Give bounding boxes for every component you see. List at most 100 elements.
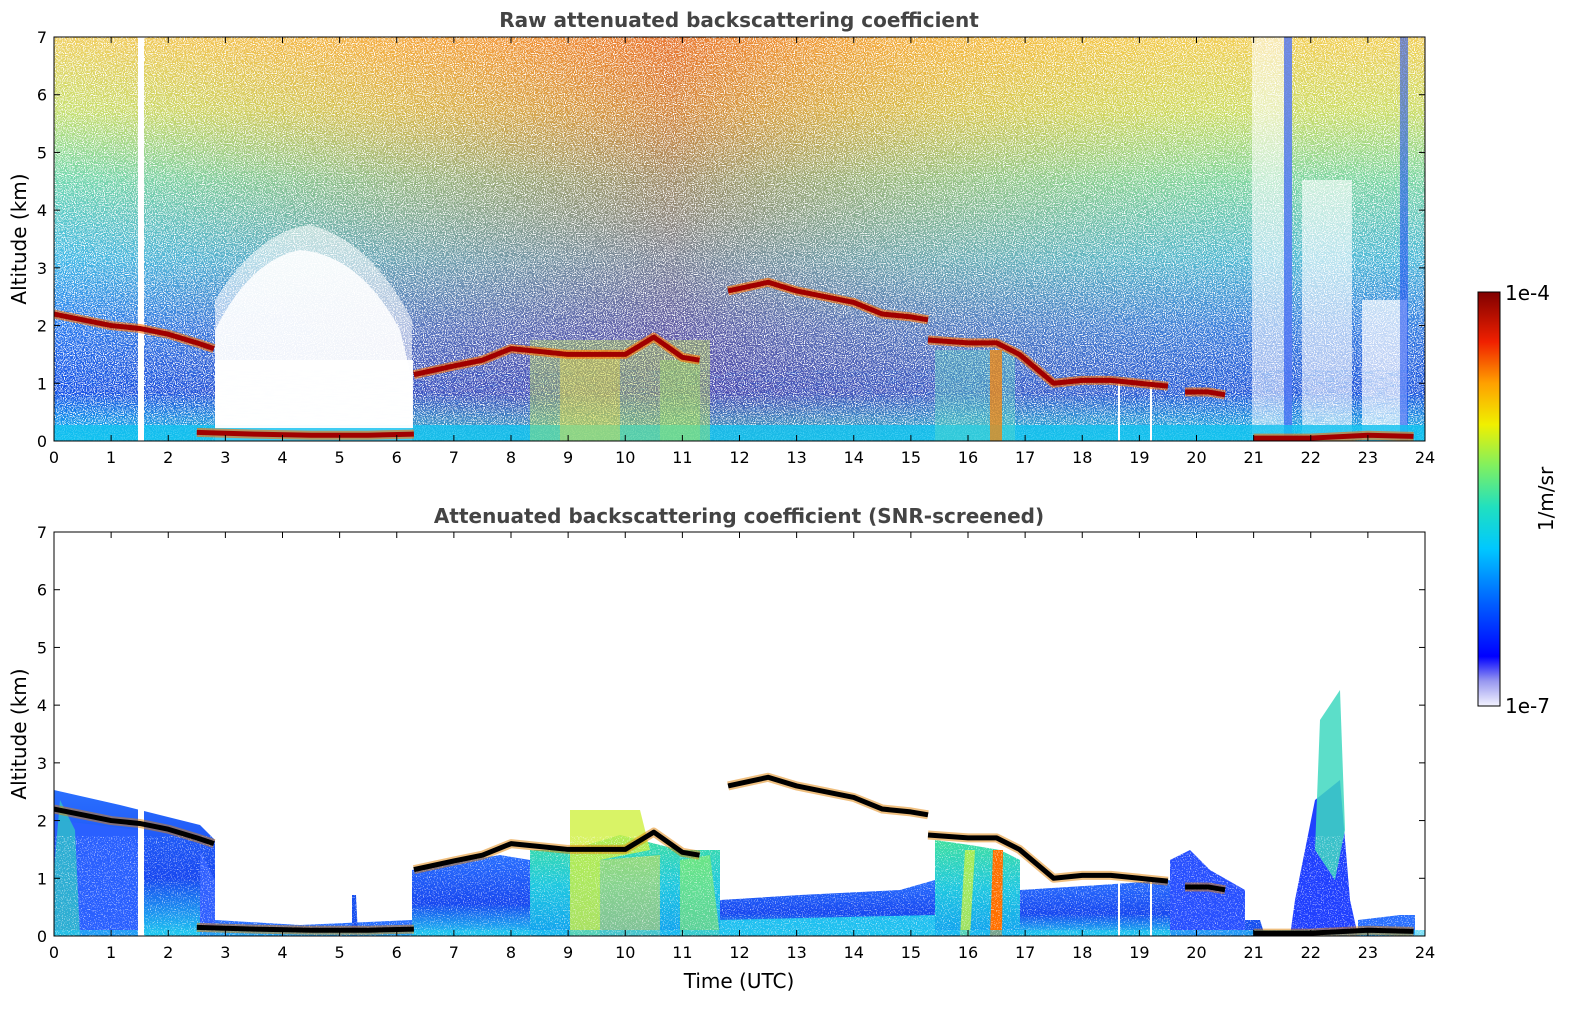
screened-cloud-layers [54, 772, 1414, 936]
screened-x-tick-label: 6 [392, 943, 402, 962]
screened-cloud-layer [1253, 927, 1414, 936]
screened-x-tick-label: 22 [1301, 943, 1321, 962]
screened-x-tick-label: 16 [958, 943, 978, 962]
screened-cloud-layer [54, 806, 215, 847]
raw-cloud-layers [54, 277, 1414, 441]
raw-y-axis-label: Altitude (km) [7, 173, 31, 304]
raw-cloud-layer [1185, 389, 1226, 398]
raw-x-tick-label: 3 [220, 448, 230, 467]
raw-x-tick-label: 12 [729, 448, 749, 467]
screened-cloud-layer [1185, 884, 1226, 893]
raw-panel: Raw attenuated backscattering coefficien… [7, 8, 1435, 467]
screened-y-tick-label: 7 [37, 523, 47, 542]
screened-y-axis-label: Altitude (km) [7, 668, 31, 799]
screened-heatmap [54, 532, 1425, 936]
raw-x-tick-label: 14 [844, 448, 864, 467]
screened-x-tick-label: 17 [1015, 943, 1035, 962]
screened-x-tick-label: 8 [506, 943, 516, 962]
screened-x-tick-label: 2 [163, 943, 173, 962]
screened-cloud-layer [927, 832, 1169, 884]
screened-y-tick-label: 5 [37, 638, 47, 657]
screened-x-tick-label: 19 [1129, 943, 1149, 962]
raw-x-tick-label: 21 [1243, 448, 1263, 467]
raw-x-axis: 0 1 2 3 4 5 6 7 8 9 10 11 12 13 14 15 16 17 18 19 20 21 22 23 24 [49, 37, 1435, 467]
colorbar-unit-label: 1/m/sr [1534, 466, 1558, 531]
screened-x-tick-label: 5 [335, 943, 345, 962]
screened-y-tick-label: 6 [37, 581, 47, 600]
raw-y-tick-label: 0 [37, 432, 47, 451]
raw-x-tick-label: 17 [1015, 448, 1035, 467]
raw-heatmap [54, 37, 1425, 441]
screened-cloud-layer [413, 829, 700, 873]
screened-x-tick-label: 4 [277, 943, 287, 962]
screened-y-tick-label: 3 [37, 754, 47, 773]
raw-x-tick-label: 13 [786, 448, 806, 467]
raw-x-tick-label: 8 [506, 448, 516, 467]
raw-panel-title: Raw attenuated backscattering coefficien… [499, 8, 979, 32]
raw-x-tick-label: 16 [958, 448, 978, 467]
raw-y-tick-label: 3 [37, 259, 47, 278]
raw-y-tick-label: 4 [37, 201, 47, 220]
screened-y-tick-label: 1 [37, 869, 47, 888]
raw-x-tick-label: 7 [449, 448, 459, 467]
raw-y-tick-label: 2 [37, 317, 47, 336]
screened-x-tick-label: 10 [615, 943, 635, 962]
screened-x-tick-label: 3 [220, 943, 230, 962]
screened-x-tick-label: 9 [563, 943, 573, 962]
screened-x-tick-label: 20 [1186, 943, 1206, 962]
raw-x-tick-label: 24 [1415, 448, 1435, 467]
screened-panel-title: Attenuated backscattering coefficient (S… [434, 504, 1044, 528]
screened-x-tick-label: 24 [1415, 943, 1435, 962]
screened-x-tick-label: 11 [672, 943, 692, 962]
screened-panel: Attenuated backscattering coefficient (S… [7, 504, 1435, 993]
colorbar-min-label: 1e-7 [1505, 694, 1550, 718]
colorbar: 1e-4 1e-7 1/m/sr [1477, 281, 1558, 718]
screened-x-tick-label: 0 [49, 943, 59, 962]
screened-x-axis: 0 1 2 3 4 5 6 7 8 9 10 11 12 13 14 15 16 17 18 19 20 21 22 23 24 [49, 532, 1435, 962]
raw-cloud-layer [196, 429, 414, 438]
raw-y-tick-label: 6 [37, 86, 47, 105]
raw-x-tick-label: 20 [1186, 448, 1206, 467]
colorbar-max-label: 1e-4 [1505, 281, 1550, 305]
raw-x-tick-label: 18 [1072, 448, 1092, 467]
raw-y-axis: 0 1 2 3 4 5 6 7 [37, 28, 1425, 451]
screened-cloud-layer [196, 924, 414, 933]
screened-x-tick-label: 13 [786, 943, 806, 962]
raw-cloud-layer [727, 279, 929, 323]
screened-x-tick-label: 1 [106, 943, 116, 962]
raw-x-tick-label: 9 [563, 448, 573, 467]
screened-x-tick-label: 18 [1072, 943, 1092, 962]
raw-x-tick-label: 19 [1129, 448, 1149, 467]
raw-cloud-layer [413, 334, 700, 378]
colorbar-scale [1477, 291, 1501, 707]
raw-x-tick-label: 0 [49, 448, 59, 467]
screened-x-axis-label: Time (UTC) [683, 969, 795, 993]
raw-x-tick-label: 23 [1358, 448, 1378, 467]
raw-x-tick-label: 4 [277, 448, 287, 467]
screened-cloud-layer [727, 774, 929, 818]
raw-cloud-layer [1253, 432, 1414, 441]
screened-x-tick-label: 14 [844, 943, 864, 962]
screened-x-tick-label: 7 [449, 943, 459, 962]
screened-y-tick-label: 4 [37, 696, 47, 715]
raw-x-tick-label: 22 [1301, 448, 1321, 467]
raw-x-tick-label: 1 [106, 448, 116, 467]
screened-y-tick-label: 2 [37, 812, 47, 831]
screened-x-tick-label: 23 [1358, 943, 1378, 962]
raw-y-tick-label: 5 [37, 143, 47, 162]
raw-y-tick-label: 1 [37, 374, 47, 393]
screened-x-tick-label: 15 [901, 943, 921, 962]
screened-x-tick-label: 21 [1243, 943, 1263, 962]
raw-cloud-layer [927, 337, 1169, 389]
screened-y-axis: 0 1 2 3 4 5 6 7 [37, 523, 1425, 946]
raw-x-tick-label: 5 [335, 448, 345, 467]
raw-x-tick-label: 15 [901, 448, 921, 467]
raw-x-tick-label: 10 [615, 448, 635, 467]
raw-cloud-layer [54, 311, 215, 352]
screened-y-tick-label: 0 [37, 927, 47, 946]
screened-x-tick-label: 12 [729, 943, 749, 962]
raw-y-tick-label: 7 [37, 28, 47, 47]
raw-x-tick-label: 6 [392, 448, 402, 467]
raw-x-tick-label: 2 [163, 448, 173, 467]
